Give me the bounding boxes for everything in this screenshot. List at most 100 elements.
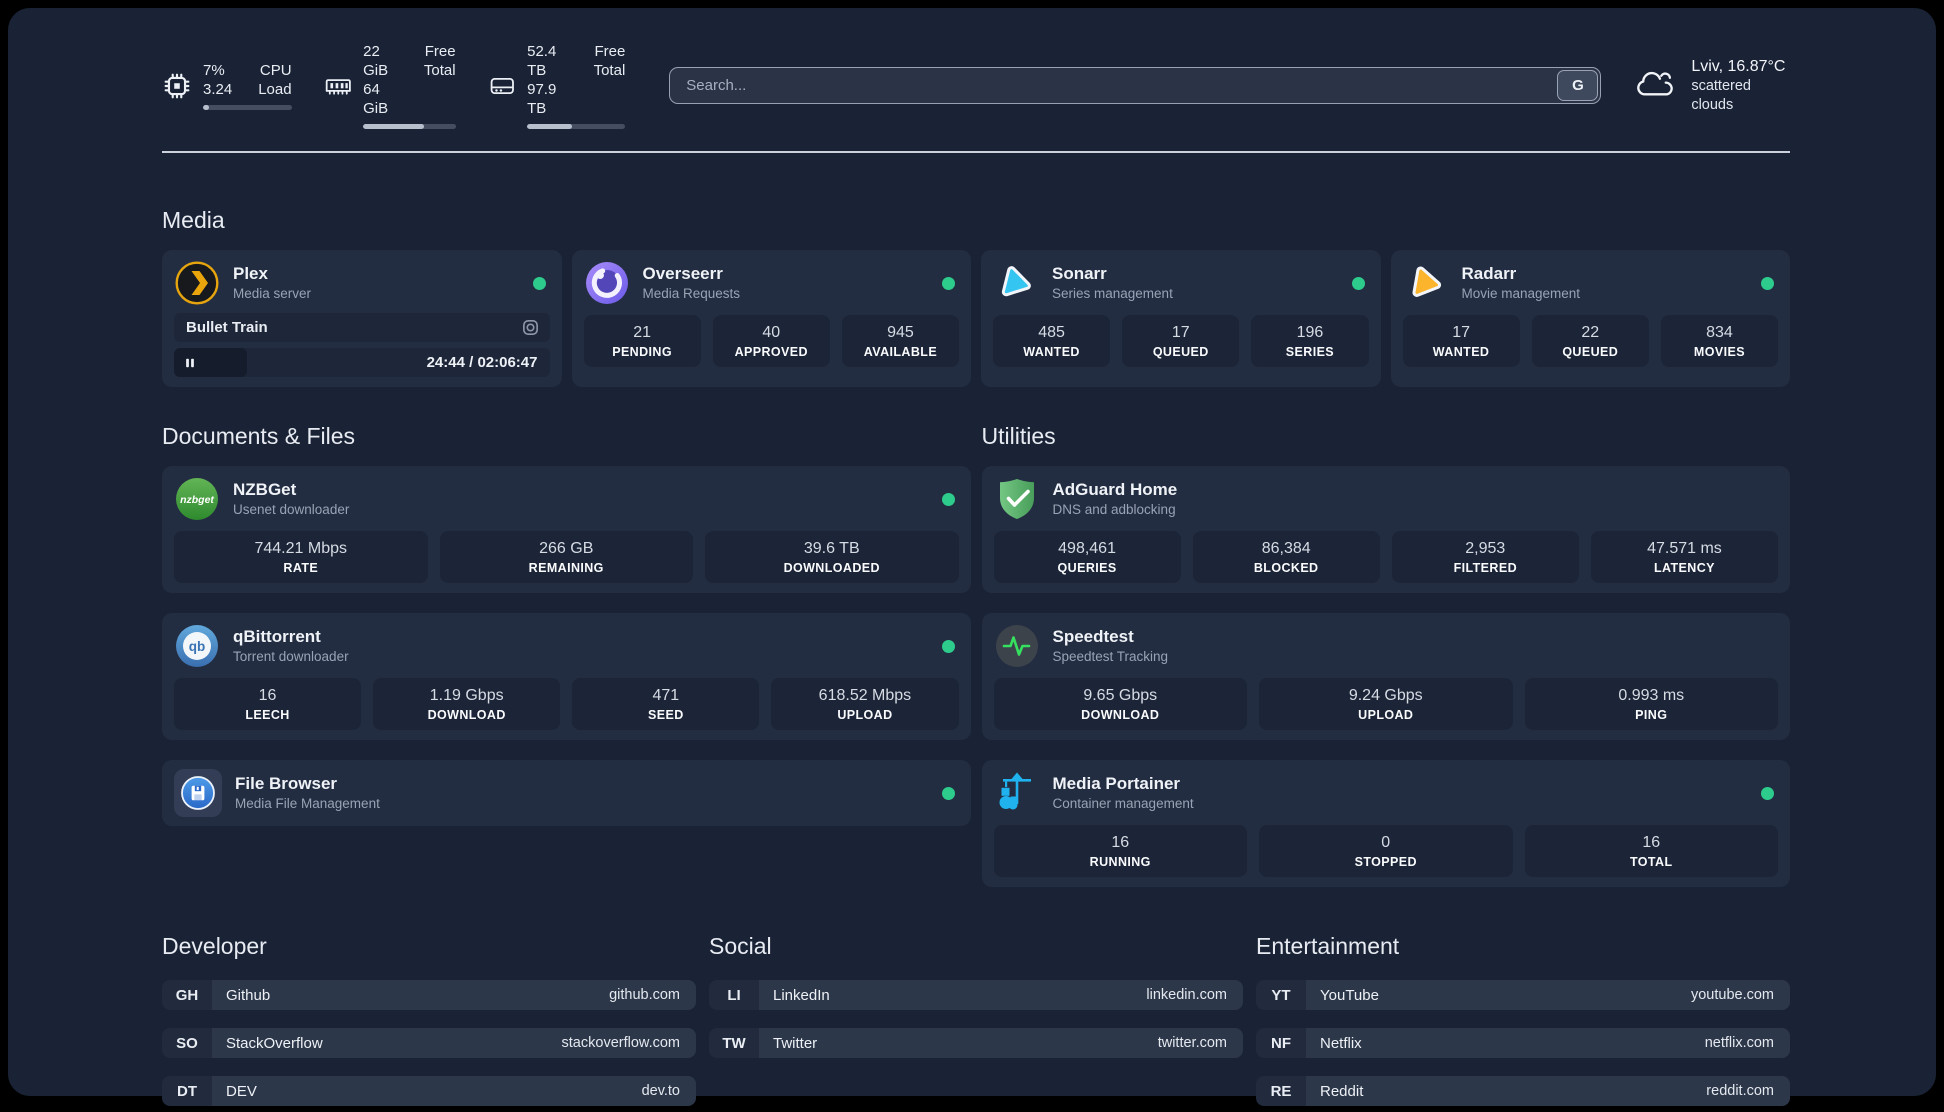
stat-label: UPLOAD [1358,707,1414,722]
app-name: Speedtest [1052,627,1134,646]
stat-label: SEED [647,707,684,722]
storage-total-value: 97.9 TB [527,81,557,117]
bookmark-reddit[interactable]: RE Reddit reddit.com [1256,1076,1790,1106]
stat-value: 485 [1038,323,1065,341]
bookmark-twitter[interactable]: TW Twitter twitter.com [709,1028,1243,1058]
bookmark-github[interactable]: GH Github github.com [162,980,696,1010]
section-title-media: Media [162,207,225,233]
cpu-load-label: Load [258,81,292,98]
stat-label: MOVIES [1693,344,1745,359]
playback-time: 24:44 / 02:06:47 [426,354,538,371]
bookmark-name: LinkedIn [773,986,830,1004]
cpu-progress-bar [203,105,292,110]
stat-value: 1.19 Gbps [429,686,504,704]
app-subtitle: Usenet downloader [233,502,350,517]
utilities-column: AdGuard Home DNS and adblocking 498,461 Q… [981,466,1790,887]
stat-tile: 16 TOTAL [1524,825,1778,877]
weather-widget[interactable]: Lviv, 16.87°C scattered clouds [1633,56,1790,115]
stat-label: QUERIES [1057,560,1117,575]
pause-icon [186,358,194,367]
app-card-portainer[interactable]: Media Portainer Container management 16 R… [981,760,1790,887]
weather-text: Lviv, 16.87°C scattered clouds [1691,56,1790,115]
app-card-adguard[interactable]: AdGuard Home DNS and adblocking 498,461 Q… [981,466,1790,593]
app-card-radarr[interactable]: Radarr Movie management 17 WANTED 22 QUEUE… [1390,250,1790,387]
app-card-speedtest[interactable]: Speedtest Speedtest Tracking 9.65 Gbps DO… [981,613,1790,740]
status-dot [1761,276,1774,290]
stat-value: 2,953 [1465,539,1506,557]
app-card-filebrowser[interactable]: File Browser Media File Management [162,760,971,826]
cpu-stat: 7% 3.24 CPU Load [162,61,292,110]
status-dot [1761,786,1774,800]
bookmark-name: DEV [226,1082,257,1100]
stat-tile: 22 QUEUED [1531,315,1649,367]
stat-label: STOPPED [1354,854,1417,869]
app-subtitle: Torrent downloader [233,649,349,664]
bookmark-abbr: DT [162,1076,212,1106]
bookmark-stackoverflow[interactable]: SO StackOverflow stackoverflow.com [162,1028,696,1058]
status-dot [532,276,546,290]
bookmark-dev[interactable]: DT DEV dev.to [162,1076,696,1106]
stat-tile: 47.571 ms LATENCY [1590,531,1778,583]
bookmark-abbr: YT [1256,980,1306,1010]
stat-tile: 618.52 Mbps UPLOAD [771,678,959,730]
bookmark-netflix[interactable]: NF Netflix netflix.com [1256,1028,1790,1058]
stat-label: SERIES [1285,344,1335,359]
bookmark-name: Netflix [1320,1034,1362,1052]
app-card-sonarr[interactable]: Sonarr Series management 485 WANTED 17 QUE… [981,250,1381,387]
bookmark-url: linkedin.com [1146,987,1227,1003]
documents-column: nzbget NZBGet Usenet downloader 744.21 M… [162,466,971,887]
stat-value: 17 [1171,323,1190,341]
app-subtitle: DNS and adblocking [1052,502,1176,517]
stat-tile: 0 STOPPED [1259,825,1513,877]
stat-label: DOWNLOAD [1081,707,1160,722]
search-input[interactable] [670,68,1601,103]
stat-tile: 16 LEECH [174,678,362,730]
stat-tile: 471 SEED [572,678,760,730]
stat-tile: 9.65 Gbps DOWNLOAD [993,678,1247,730]
app-name: Plex [233,264,268,283]
stat-label: LEECH [245,707,290,722]
bookmark-youtube[interactable]: YT YouTube youtube.com [1256,980,1790,1010]
stat-value: 16 [1642,833,1661,851]
entertainment-links: YT YouTube youtube.com NF Netflix netflix.… [1256,980,1790,1106]
storage-stat: 52.4 TB 97.9 TB Free Total [488,42,626,129]
stat-label: REMAINING [528,560,604,575]
stat-tile: 2,953 FILTERED [1391,531,1579,583]
disk-icon [490,77,514,94]
overseerr-icon [584,260,630,306]
app-subtitle: Speedtest Tracking [1052,649,1169,664]
app-card-qbittorrent[interactable]: qb qBittorrent Torrent downloader 16 LEEC… [162,613,971,740]
app-name: Media Portainer [1052,774,1181,793]
now-playing-title: Bullet Train [186,319,268,336]
bookmark-abbr: SO [162,1028,212,1058]
app-name: AdGuard Home [1052,480,1178,499]
search-engine-button[interactable]: G [1557,70,1599,101]
memory-progress-fill [363,124,425,129]
stat-tile: 498,461 QUERIES [993,531,1181,583]
cpu-load-value: 3.24 [203,81,233,98]
storage-progress-fill [527,124,573,129]
stat-value: 0 [1381,833,1391,851]
stat-tile: 39.6 TB DOWNLOADED [705,531,959,583]
stat-value: 86,384 [1261,539,1311,557]
app-card-plex[interactable]: Plex Media server Bullet Train 24:44 / 0… [162,250,562,387]
stat-value: 266 GB [539,539,594,557]
stat-value: 196 [1296,323,1324,341]
app-card-nzbget[interactable]: nzbget NZBGet Usenet downloader 744.21 M… [162,466,971,593]
stat-value: 618.52 Mbps [818,686,912,704]
storage-stat-body: 52.4 TB 97.9 TB Free Total [527,42,626,129]
social-links: LI LinkedIn linkedin.com TW Twitter twitte… [709,980,1243,1106]
stat-label: RATE [283,560,319,575]
topbar-divider [162,151,1790,153]
playback-progress-bar: 24:44 / 02:06:47 [174,348,550,377]
bookmark-url: dev.to [641,1083,680,1099]
memory-stat: 22 GiB 64 GiB Free Total [324,42,456,129]
speedtest-icon [994,623,1040,669]
app-subtitle: Movie management [1461,286,1581,301]
app-name: qBittorrent [233,627,321,646]
bookmark-linkedin[interactable]: LI LinkedIn linkedin.com [709,980,1243,1010]
stat-value: 22 [1581,323,1600,341]
pause-button[interactable] [174,348,248,377]
app-card-overseerr[interactable]: Overseerr Media Requests 21 PENDING 40 APP… [571,250,971,387]
status-dot [1351,276,1365,290]
